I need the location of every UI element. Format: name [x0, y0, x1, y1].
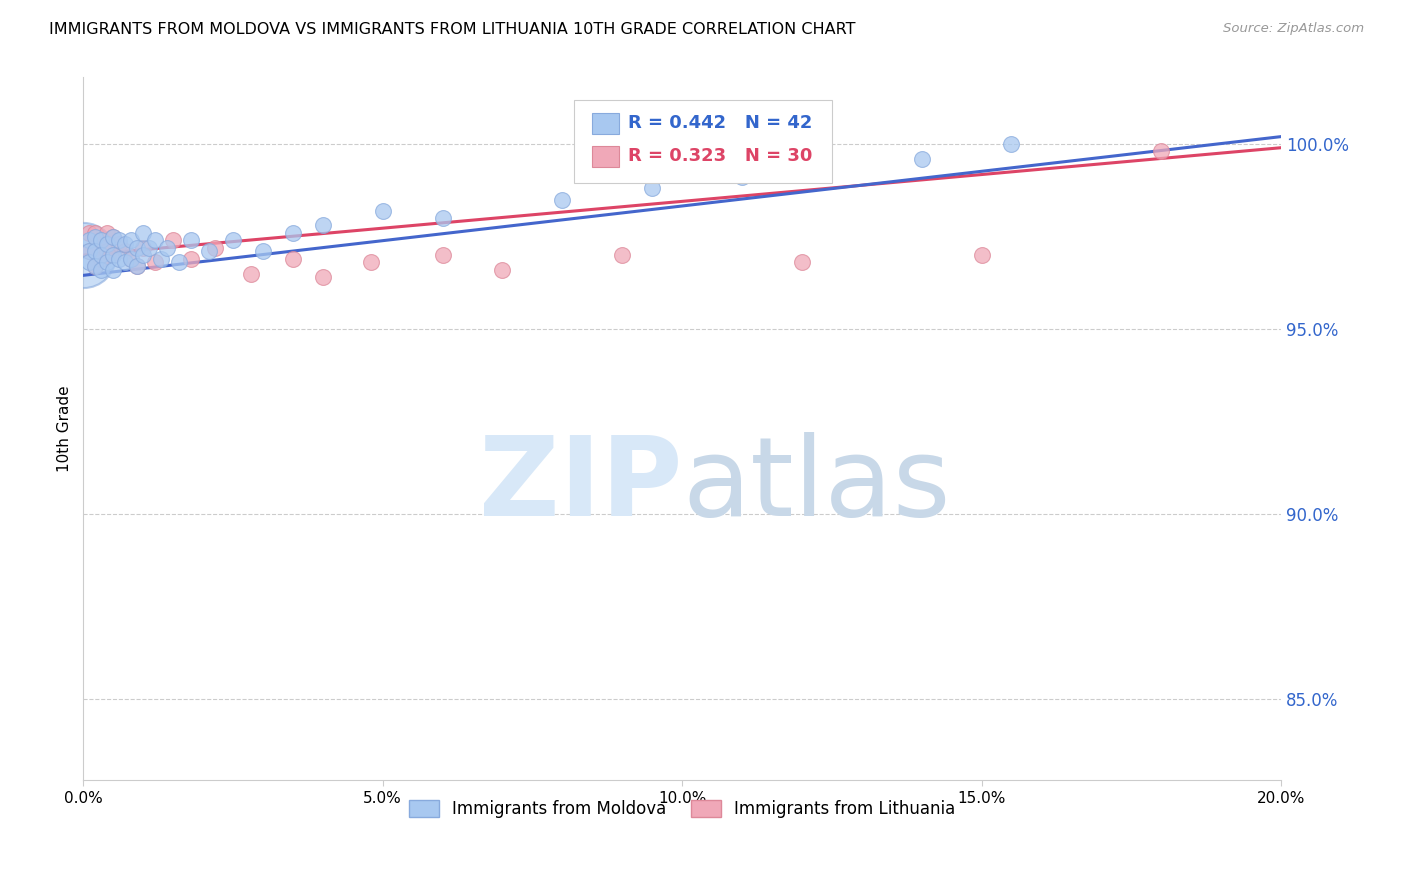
Point: [222, 233, 245, 247]
Point: [108, 252, 131, 266]
Point: [731, 170, 754, 185]
Point: [127, 259, 149, 273]
Point: [84, 259, 107, 273]
Point: [114, 236, 136, 251]
Point: [90, 233, 112, 247]
Point: [96, 244, 118, 259]
Point: [84, 226, 107, 240]
Text: ZIP: ZIP: [479, 432, 682, 539]
Point: [103, 248, 125, 262]
Point: [103, 248, 125, 262]
Point: [90, 262, 112, 277]
Point: [911, 152, 934, 166]
Point: [132, 226, 155, 240]
Point: [77, 244, 100, 259]
Point: [132, 241, 155, 255]
Point: [90, 233, 112, 247]
Point: [77, 226, 100, 240]
Point: [120, 252, 142, 266]
Point: [96, 226, 118, 240]
Legend: Immigrants from Moldova, Immigrants from Lithuania: Immigrants from Moldova, Immigrants from…: [402, 793, 962, 825]
Point: [312, 270, 335, 285]
Point: [77, 255, 100, 269]
Point: [103, 229, 125, 244]
Point: [114, 255, 136, 269]
Point: [127, 241, 149, 255]
Point: [77, 233, 100, 247]
Point: [120, 252, 142, 266]
Point: [150, 252, 173, 266]
Point: [84, 259, 107, 273]
Point: [108, 233, 131, 247]
Point: [77, 244, 100, 259]
Point: [103, 229, 125, 244]
Point: [72, 248, 94, 262]
Bar: [592, 145, 619, 167]
Point: [96, 255, 118, 269]
Point: [143, 255, 166, 269]
Point: [371, 203, 394, 218]
Point: [281, 252, 304, 266]
Point: [1000, 136, 1022, 151]
Point: [312, 219, 335, 233]
Point: [239, 267, 262, 281]
Point: [156, 241, 179, 255]
Text: Source: ZipAtlas.com: Source: ZipAtlas.com: [1223, 22, 1364, 36]
Point: [90, 252, 112, 266]
Point: [491, 262, 513, 277]
Point: [198, 244, 221, 259]
Point: [180, 252, 202, 266]
Point: [432, 248, 454, 262]
Point: [162, 233, 184, 247]
Point: [103, 262, 125, 277]
Point: [1150, 145, 1173, 159]
Point: [132, 248, 155, 262]
Point: [138, 241, 160, 255]
Point: [167, 255, 190, 269]
Text: R = 0.323   N = 30: R = 0.323 N = 30: [628, 147, 813, 165]
Point: [84, 241, 107, 255]
Point: [108, 236, 131, 251]
Point: [612, 248, 634, 262]
Point: [204, 241, 226, 255]
Point: [84, 244, 107, 259]
Point: [96, 236, 118, 251]
Point: [281, 226, 304, 240]
Text: R = 0.442   N = 42: R = 0.442 N = 42: [628, 114, 813, 132]
Point: [120, 233, 142, 247]
Point: [432, 211, 454, 225]
FancyBboxPatch shape: [574, 100, 832, 183]
Point: [551, 193, 574, 207]
Text: atlas: atlas: [682, 432, 950, 539]
Y-axis label: 10th Grade: 10th Grade: [58, 385, 72, 472]
Point: [127, 259, 149, 273]
Point: [641, 181, 664, 195]
Point: [252, 244, 274, 259]
Point: [970, 248, 993, 262]
Bar: [592, 112, 619, 134]
Point: [84, 229, 107, 244]
Point: [180, 233, 202, 247]
Point: [90, 248, 112, 262]
Point: [360, 255, 382, 269]
Text: IMMIGRANTS FROM MOLDOVA VS IMMIGRANTS FROM LITHUANIA 10TH GRADE CORRELATION CHAR: IMMIGRANTS FROM MOLDOVA VS IMMIGRANTS FR…: [49, 22, 856, 37]
Point: [114, 244, 136, 259]
Point: [143, 233, 166, 247]
Point: [790, 255, 813, 269]
